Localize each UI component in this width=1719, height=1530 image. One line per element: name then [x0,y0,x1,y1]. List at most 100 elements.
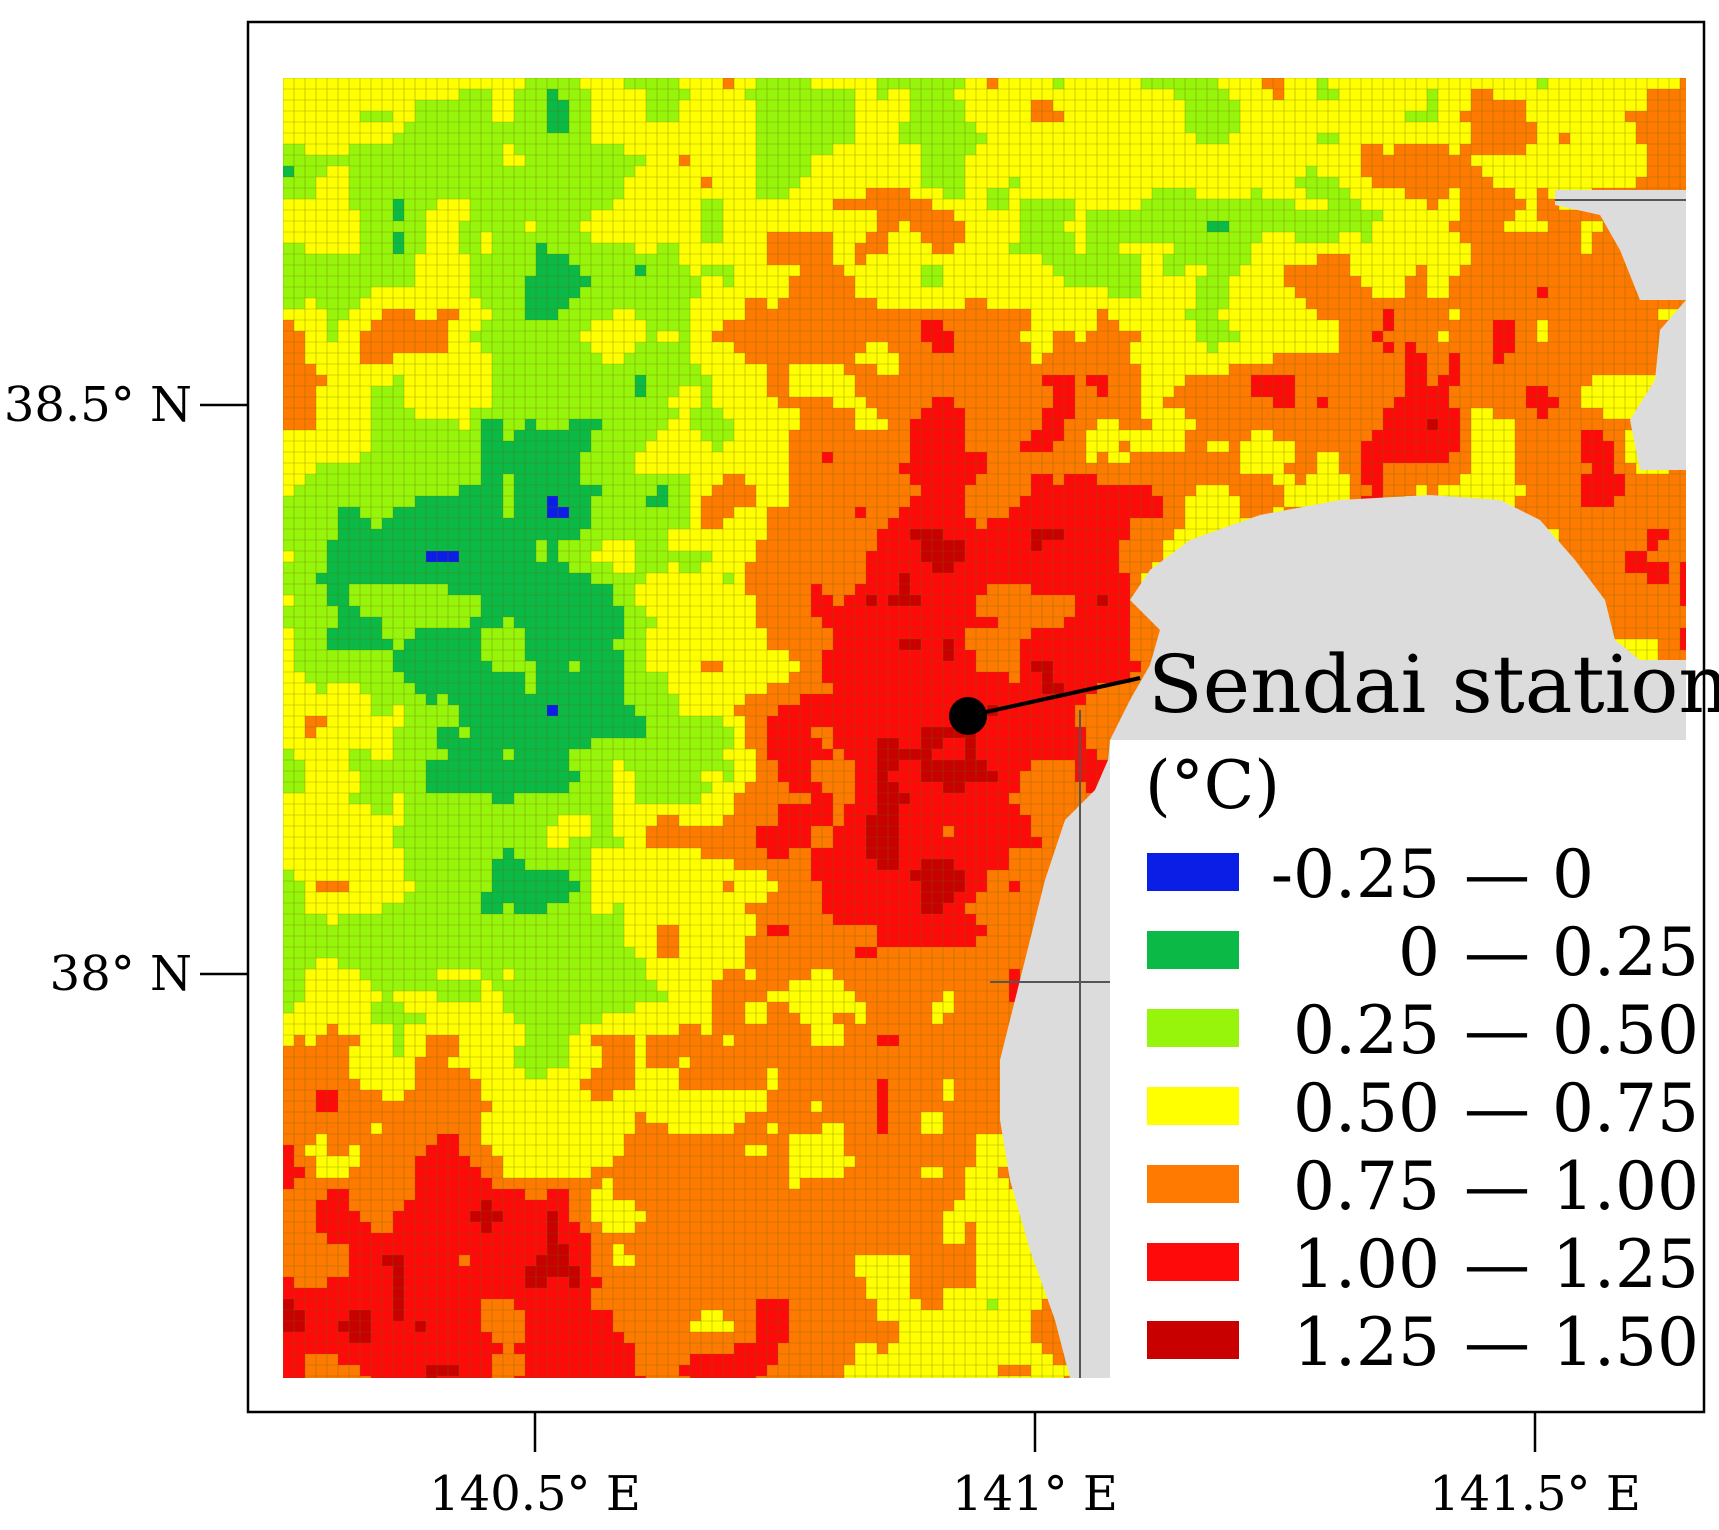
grid-cell [1064,408,1075,419]
grid-cell [448,111,459,122]
grid-cell [987,100,998,111]
grid-cell [811,463,822,474]
grid-cell [1471,155,1482,166]
grid-cell [1295,452,1306,463]
grid-cell [624,254,635,265]
grid-cell [1438,320,1449,331]
grid-cell [371,331,382,342]
grid-cell [910,353,921,364]
grid-cell [569,353,580,364]
grid-cell [1438,210,1449,221]
grid-cell [1031,122,1042,133]
grid-cell [547,166,558,177]
grid-cell [943,210,954,221]
grid-cell [745,309,756,320]
grid-cell [1141,353,1152,364]
grid-cell [1350,430,1361,441]
grid-cell [294,177,305,188]
grid-cell [877,463,888,474]
grid-cell [1416,133,1427,144]
grid-cell [1284,496,1295,507]
grid-cell [558,375,569,386]
grid-cell [492,287,503,298]
grid-cell [1174,100,1185,111]
grid-cell [690,144,701,155]
grid-cell [294,298,305,309]
grid-cell [1394,199,1405,210]
grid-cell [723,78,734,89]
grid-cell [415,474,426,485]
grid-cell [525,144,536,155]
grid-cell [525,408,536,419]
grid-cell [349,177,360,188]
grid-cell [866,441,877,452]
grid-cell [1152,364,1163,375]
grid-cell [1020,452,1031,463]
grid-cell [525,474,536,485]
grid-cell [1053,188,1064,199]
grid-cell [712,298,723,309]
grid-cell [1075,496,1086,507]
grid-cell [1042,199,1053,210]
grid-cell [800,485,811,496]
grid-cell [646,243,657,254]
grid-cell [591,320,602,331]
grid-cell [701,166,712,177]
grid-cell [1471,364,1482,375]
grid-cell [525,320,536,331]
grid-cell [1361,210,1372,221]
grid-cell [492,485,503,496]
grid-cell [1493,298,1504,309]
grid-cell [767,221,778,232]
grid-cell [1471,408,1482,419]
grid-cell [1350,133,1361,144]
grid-cell [1559,100,1570,111]
grid-cell [998,232,1009,243]
grid-cell [723,397,734,408]
grid-cell [459,298,470,309]
grid-cell [943,276,954,287]
grid-cell [1515,309,1526,320]
grid-cell [1174,463,1185,474]
grid-cell [789,353,800,364]
grid-cell [756,320,767,331]
grid-cell [811,155,822,166]
grid-cell [1064,320,1075,331]
grid-cell [1603,408,1614,419]
grid-cell [1020,320,1031,331]
grid-cell [1581,353,1592,364]
grid-cell [1163,430,1174,441]
grid-cell [1372,386,1383,397]
grid-cell [492,276,503,287]
grid-cell [701,276,712,287]
grid-cell [690,386,701,397]
grid-cell [1581,122,1592,133]
grid-cell [1625,353,1636,364]
grid-cell [426,386,437,397]
grid-cell [745,441,756,452]
grid-cell [888,78,899,89]
grid-cell [283,155,294,166]
grid-cell [690,276,701,287]
grid-cell [569,100,580,111]
grid-cell [514,166,525,177]
grid-cell [1009,375,1020,386]
grid-cell [1251,397,1262,408]
grid-cell [580,309,591,320]
grid-cell [1394,375,1405,386]
grid-cell [1350,265,1361,276]
grid-cell [789,144,800,155]
grid-cell [1174,78,1185,89]
grid-cell [734,265,745,276]
grid-cell [954,397,965,408]
grid-cell [1361,298,1372,309]
grid-cell [1603,375,1614,386]
grid-cell [1581,298,1592,309]
grid-cell [503,419,514,430]
grid-cell [811,375,822,386]
grid-cell [1471,287,1482,298]
grid-cell [448,452,459,463]
grid-cell [558,452,569,463]
grid-cell [525,386,536,397]
grid-cell [899,331,910,342]
